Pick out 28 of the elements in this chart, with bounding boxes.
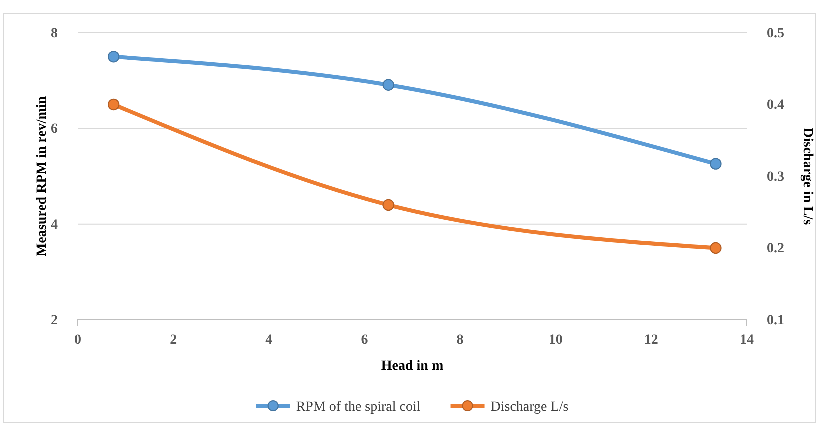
y-axis-title: Measured RPM in rev/min (35, 96, 50, 257)
x-tick-label: 10 (548, 332, 563, 348)
y2-tick-label: 0.3 (767, 170, 784, 185)
y2-axis-title: Discharge in L/s (800, 128, 815, 226)
x-tick-label: 14 (740, 332, 754, 348)
y-tick-label: 4 (51, 218, 58, 233)
point (382, 79, 394, 91)
x-axis-title: Head in m (381, 359, 444, 374)
legend-label: Discharge L/s (490, 400, 569, 415)
point (710, 242, 722, 254)
x-tick-label: 4 (266, 332, 273, 348)
x-tick-label: 12 (644, 332, 658, 348)
y-tick-label: 6 (51, 122, 58, 138)
point (108, 98, 120, 111)
point (108, 51, 120, 63)
point (382, 199, 394, 212)
x-tick-label: 2 (170, 332, 178, 348)
x-tick-label: 6 (361, 332, 368, 348)
y2-tick-label: 0.1 (767, 313, 784, 328)
y-tick-label: 2 (51, 313, 58, 328)
y2-tick-label: 0.4 (767, 98, 784, 114)
point (710, 158, 722, 170)
legend-label: RPM of the spiral coil (296, 400, 421, 415)
y2-tick-label: 0.5 (767, 26, 784, 42)
y2-tick-label: 0.2 (767, 242, 784, 257)
x-tick-label: 8 (456, 332, 464, 348)
y-tick-label: 8 (51, 26, 58, 42)
x-tick-label: 0 (74, 332, 82, 348)
